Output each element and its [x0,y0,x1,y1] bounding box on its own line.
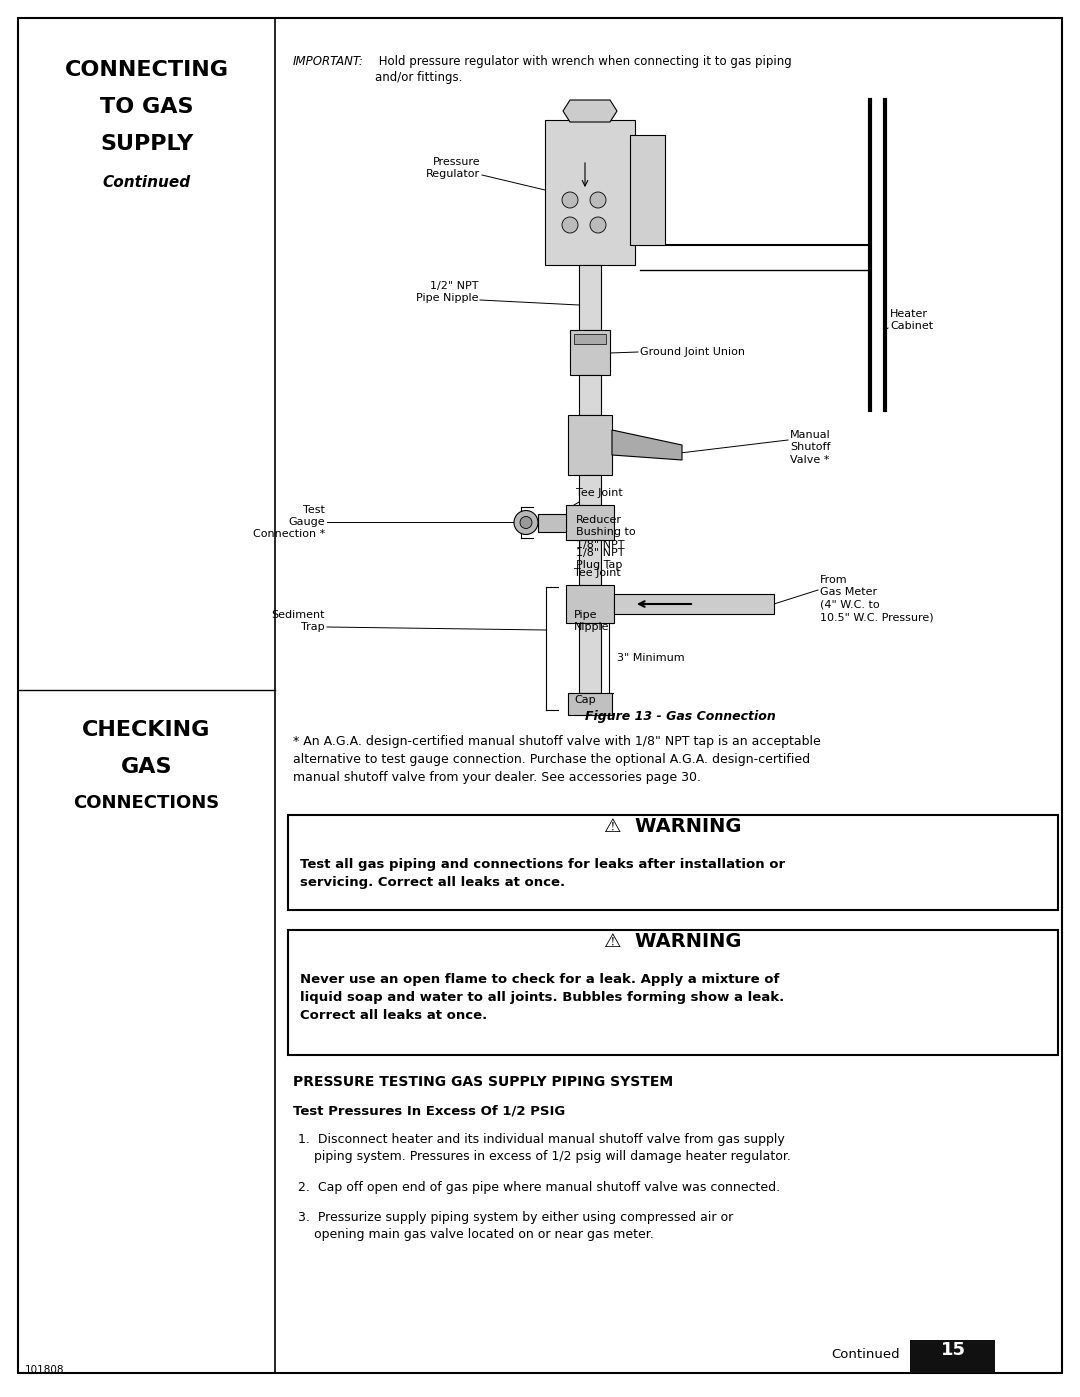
Bar [663,120,681,330]
Bar [566,585,615,623]
Text: Heater
Cabinet: Heater Cabinet [890,309,933,331]
Bar [579,623,600,693]
Text: ⚠  WARNING: ⚠ WARNING [604,817,742,835]
Bar [568,693,612,715]
Bar [579,541,600,585]
Circle shape [590,217,606,233]
Text: Ground Joint Union: Ground Joint Union [640,346,745,358]
Text: From
Gas Meter
(4" W.C. to
10.5" W.C. Pressure): From Gas Meter (4" W.C. to 10.5" W.C. Pr… [820,576,933,622]
Text: 101808: 101808 [25,1365,65,1375]
Text: 3" Minimum: 3" Minimum [617,652,685,664]
Circle shape [562,191,578,208]
Text: SUPPLY: SUPPLY [99,134,193,154]
Text: CONNECTING: CONNECTING [65,60,229,80]
Bar [579,475,600,504]
Bar [568,415,612,475]
Text: TO GAS: TO GAS [99,96,193,117]
Text: Continued: Continued [832,1348,900,1361]
Text: Continued: Continued [103,175,190,190]
Bar [288,814,1058,909]
Text: IMPORTANT:: IMPORTANT: [293,54,364,68]
Text: Tee Joint: Tee Joint [576,488,623,497]
Text: GAS: GAS [121,757,172,777]
Text: Sediment
Trap: Sediment Trap [271,610,325,633]
Text: Hold pressure regulator with wrench when connecting it to gas piping
and/or fitt: Hold pressure regulator with wrench when… [375,54,792,84]
Circle shape [519,517,532,528]
Text: Test all gas piping and connections for leaks after installation or
servicing. C: Test all gas piping and connections for … [300,858,785,888]
Text: 3.  Pressurize supply piping system by either using compressed air or
    openin: 3. Pressurize supply piping system by ei… [298,1211,733,1241]
Text: * An A.G.A. design-certified manual shutoff valve with 1/8" NPT tap is an accept: * An A.G.A. design-certified manual shut… [293,735,821,784]
Text: Never use an open flame to check for a leak. Apply a mixture of
liquid soap and : Never use an open flame to check for a l… [300,972,784,1023]
Bar [288,930,1058,1055]
Bar [910,1340,995,1373]
Polygon shape [563,101,617,122]
Text: Pressure
Regulator: Pressure Regulator [426,156,480,179]
Bar [538,514,566,531]
Text: Reducer
Bushing to
1/8" NPT: Reducer Bushing to 1/8" NPT [576,515,636,550]
Text: 1.  Disconnect heater and its individual manual shutoff valve from gas supply
  : 1. Disconnect heater and its individual … [298,1133,791,1162]
Polygon shape [612,430,681,460]
Text: CHECKING: CHECKING [82,719,211,740]
Text: Pipe
Nipple: Pipe Nipple [573,610,609,633]
Circle shape [562,217,578,233]
Text: 15: 15 [941,1341,966,1359]
Bar [573,334,606,344]
Text: 2.  Cap off open end of gas pipe where manual shutoff valve was connected.: 2. Cap off open end of gas pipe where ma… [298,1180,780,1194]
Text: Tee Joint: Tee Joint [573,569,621,578]
Bar [579,265,600,330]
Text: CONNECTIONS: CONNECTIONS [73,793,219,812]
Text: Manual
Shutoff
Valve *: Manual Shutoff Valve * [789,430,831,465]
Text: Test
Gauge
Connection *: Test Gauge Connection * [253,504,325,539]
Circle shape [514,510,538,535]
Text: Cap: Cap [573,694,596,705]
Text: Figure 13 - Gas Connection: Figure 13 - Gas Connection [584,710,775,724]
Bar [545,120,635,265]
Bar [566,504,615,541]
Bar [570,330,610,374]
Text: ⚠  WARNING: ⚠ WARNING [604,932,742,951]
Circle shape [590,191,606,208]
Text: Test Pressures In Excess Of 1/2 PSIG: Test Pressures In Excess Of 1/2 PSIG [293,1105,565,1118]
Text: PRESSURE TESTING GAS SUPPLY PIPING SYSTEM: PRESSURE TESTING GAS SUPPLY PIPING SYSTE… [293,1076,673,1090]
Bar [615,594,774,615]
Text: 1/8" NPT
Plug Tap: 1/8" NPT Plug Tap [576,548,624,570]
Bar [579,374,600,415]
Bar [630,136,665,244]
Text: 1/2" NPT
Pipe Nipple: 1/2" NPT Pipe Nipple [416,281,478,303]
